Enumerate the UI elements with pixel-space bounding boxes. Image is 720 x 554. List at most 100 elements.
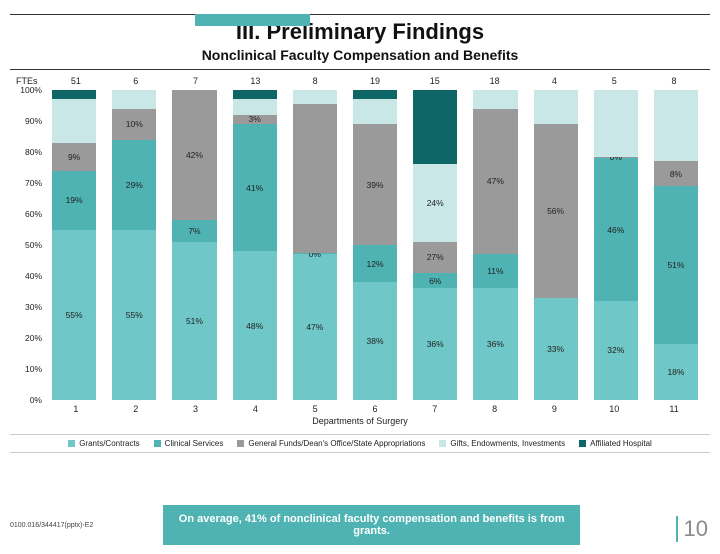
segment-label: 48%	[246, 321, 263, 331]
legend-item: General Funds/Dean's Office/State Approp…	[237, 439, 425, 448]
bar-segment-general	[293, 104, 337, 253]
y-tick: 70%	[25, 178, 42, 188]
segment-label: 8%	[670, 169, 682, 179]
bar-segment-clinical: 6%	[413, 273, 457, 289]
segment-label: 51%	[186, 316, 203, 326]
legend-swatch	[439, 440, 446, 447]
segment-label: 27%	[427, 252, 444, 262]
legend-swatch	[68, 440, 75, 447]
page-number: 10	[676, 516, 708, 542]
segment-label: 29%	[126, 180, 143, 190]
segment-label: 7%	[188, 226, 200, 236]
y-tick: 50%	[25, 240, 42, 250]
x-tick: 3	[166, 404, 226, 414]
segment-label: 42%	[186, 150, 203, 160]
ftes-value: 51	[46, 76, 106, 86]
bar-segment-gifts	[594, 90, 638, 157]
segment-label: 46%	[607, 225, 624, 235]
bar-column: 55% 29% 10%	[106, 90, 162, 400]
legend-item: Grants/Contracts	[68, 439, 139, 448]
y-tick: 90%	[25, 116, 42, 126]
x-axis-title: Departments of Surgery	[0, 416, 720, 426]
bar-segment-clinical: 41%	[233, 124, 277, 251]
segment-label: 38%	[367, 336, 384, 346]
y-tick: 0%	[30, 395, 42, 405]
bar-column: 18%51%8%	[648, 90, 704, 400]
segment-label: 55%	[126, 310, 143, 320]
bar-segment-grants: 33%	[534, 298, 578, 400]
bar-column: 48% 41% 3%	[227, 90, 283, 400]
bar-column: 36%6%27%24%	[407, 90, 463, 400]
segment-label: 51%	[667, 260, 684, 270]
bar-segment-grants: 51%	[172, 242, 216, 400]
ftes-value: 8	[285, 76, 345, 86]
segment-label: 11%	[487, 266, 503, 276]
x-tick: 6	[345, 404, 405, 414]
legend-item: Clinical Services	[154, 439, 224, 448]
x-tick: 4	[225, 404, 285, 414]
bar-segment-clinical: 46%	[594, 158, 638, 301]
y-tick: 40%	[25, 271, 42, 281]
bar-segment-grants: 32%	[594, 301, 638, 400]
bar-segment-clinical: 0%	[293, 253, 337, 255]
y-tick: 60%	[25, 209, 42, 219]
segment-label: 41%	[246, 183, 263, 193]
segment-label: 32%	[607, 345, 624, 355]
bar-segment-affiliated	[233, 90, 277, 99]
bar-segment-gifts	[233, 99, 277, 115]
bar-segment-general: 3%	[233, 115, 277, 124]
bar-segment-gifts: 24%	[413, 164, 457, 242]
bar-segment-grants: 55%	[112, 230, 156, 401]
segment-label: 3%	[249, 114, 261, 124]
bar-column: 36% 11% 47%	[467, 90, 523, 400]
x-tick: 2	[106, 404, 166, 414]
bar-column: 32%46%0%	[588, 90, 644, 400]
x-axis: 1234567891011	[46, 404, 704, 414]
summary-message: On average, 41% of nonclinical faculty c…	[163, 505, 580, 545]
ftes-value: 8	[644, 76, 704, 86]
segment-label: 47%	[487, 176, 504, 186]
bar-segment-affiliated	[52, 90, 96, 99]
bar-segment-general: 9%	[52, 143, 96, 171]
bar-segment-affiliated	[413, 90, 457, 164]
segment-label: 56%	[547, 206, 564, 216]
chart: 0%10%20%30%40%50%60%70%80%90%100% 55%19%…	[46, 90, 704, 400]
ftes-value: 13	[225, 76, 285, 86]
bar-column: 38%12%39%	[347, 90, 403, 400]
bar-segment-grants: 55%	[52, 230, 96, 401]
bar-segment-gifts	[112, 90, 156, 109]
bar-segment-grants: 36%	[473, 288, 517, 400]
bar-segment-clinical: 11%	[473, 254, 517, 288]
bar-segment-general: 42%	[172, 90, 216, 220]
x-tick: 9	[525, 404, 585, 414]
bar-segment-gifts	[654, 90, 698, 161]
bar-segment-grants: 38%	[353, 282, 397, 400]
ftes-value: 6	[106, 76, 166, 86]
footnote: 0100.016/344417(pptx)-E2	[10, 522, 93, 529]
segment-label: 39%	[367, 180, 384, 190]
legend-item: Gifts, Endowments, Investments	[439, 439, 565, 448]
x-tick: 5	[285, 404, 345, 414]
title-block: III. Preliminary Findings Nonclinical Fa…	[10, 14, 710, 70]
ftes-value: 4	[525, 76, 585, 86]
legend: Grants/Contracts Clinical Services General…	[10, 434, 710, 453]
segment-label: 9%	[68, 152, 80, 162]
segment-label: 10%	[126, 119, 143, 129]
bar-column: 55% 19% 9%	[46, 90, 102, 400]
bar-segment-grants: 48%	[233, 251, 277, 400]
segment-label: 19%	[66, 195, 83, 205]
bar-segment-gifts	[293, 90, 337, 104]
x-tick: 7	[405, 404, 465, 414]
bar-segment-general: 27%	[413, 242, 457, 273]
ftes-value: 15	[405, 76, 465, 86]
legend-label: Clinical Services	[165, 439, 224, 448]
y-tick: 20%	[25, 333, 42, 343]
ftes-value: 18	[465, 76, 525, 86]
footer: 0100.016/344417(pptx)-E2 On average, 41%…	[0, 496, 720, 554]
legend-label: Grants/Contracts	[79, 439, 139, 448]
plot-area: 55% 19% 9% 55% 29% 10% 51% 7% 42% 48% 41% 3% 47% 0% 38…	[46, 90, 704, 400]
bar-column: 51% 7% 42%	[166, 90, 222, 400]
bar-segment-gifts	[473, 90, 517, 109]
y-tick: 30%	[25, 302, 42, 312]
bar-segment-general: 10%	[112, 109, 156, 140]
